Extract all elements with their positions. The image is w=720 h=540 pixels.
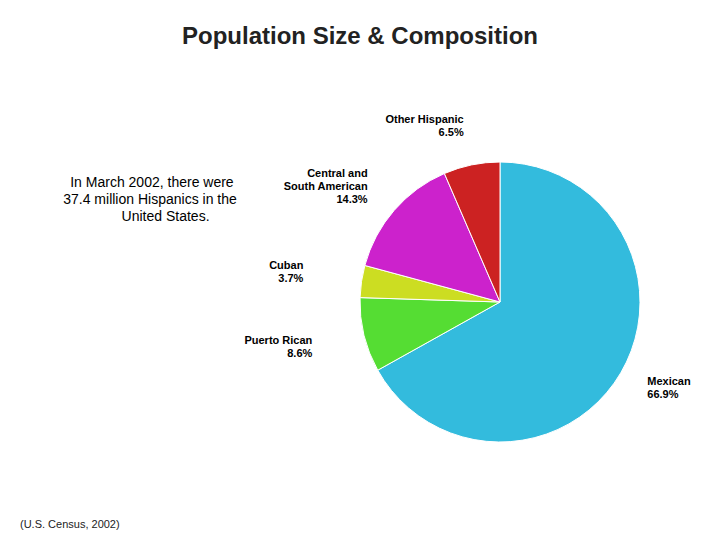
slice-label: Mexican	[647, 375, 691, 387]
data-label: 6.5%	[439, 126, 464, 138]
slice-label: Puerto Rican	[244, 334, 312, 346]
annotation-line: 37.4 million Hispanics in the	[63, 191, 237, 207]
slice-label-line: Mexican	[647, 375, 691, 387]
labels: Mexican66.9% Puerto Rican8.6% Cuban3.7% Cen…	[244, 113, 691, 400]
slice-label-line: Central and	[307, 167, 368, 179]
slice-label-line: Puerto Rican	[244, 334, 312, 346]
slice-label: Other Hispanic	[385, 113, 463, 125]
source: (U.S. Census, 2002)	[20, 518, 120, 530]
slice-label-line: Other Hispanic	[385, 113, 463, 125]
annotation: In March 2002, there were37.4 million Hi…	[63, 174, 237, 224]
slice-label: Cuban	[269, 259, 304, 271]
title: Population Size & Composition	[182, 22, 538, 49]
chart: Population Size & Composition In March 2…	[0, 0, 720, 540]
pie-slice	[360, 298, 500, 371]
data-label: 66.9%	[647, 388, 678, 400]
slice-label-line: South American	[284, 180, 368, 192]
data-label: 8.6%	[287, 347, 312, 359]
slices	[360, 162, 640, 442]
data-label: 3.7%	[278, 272, 303, 284]
slice-label-line: Cuban	[269, 259, 304, 271]
pie-slice	[444, 162, 500, 302]
annotation-line: United States.	[90, 208, 209, 224]
slice-label: Central andSouth American	[284, 167, 368, 192]
data-label: 14.3%	[336, 193, 367, 205]
annotation-line: In March 2002, there were	[66, 174, 234, 190]
